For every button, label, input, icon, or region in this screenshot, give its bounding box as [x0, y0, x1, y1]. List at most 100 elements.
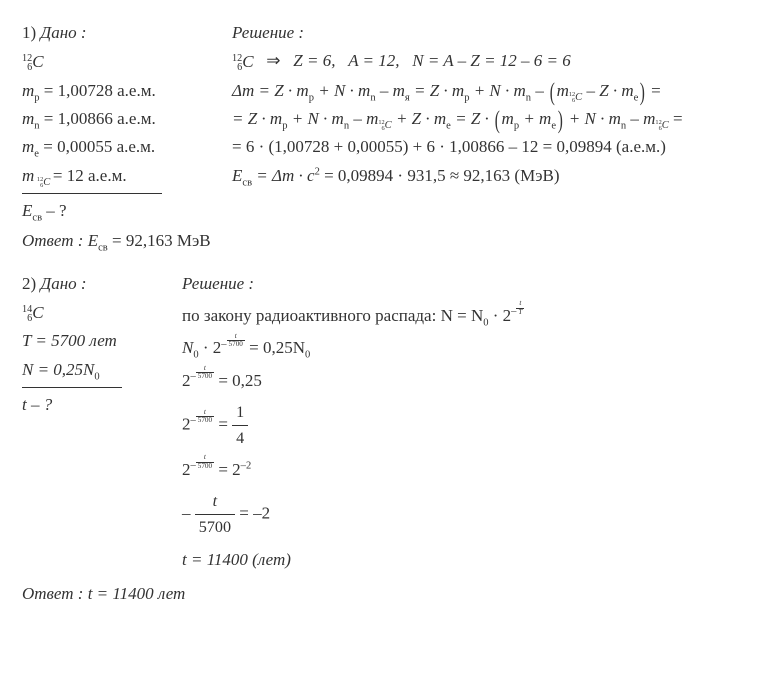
l5e: = 0,09894 · 931,5 ≈ 92,163 (МэВ) [324, 166, 559, 185]
p1-solution-column: Решение : 126C ⇒ Z = 6, A = 12, N = A – … [232, 18, 740, 226]
l2l4: C [575, 92, 582, 103]
s2a: 2 [182, 371, 191, 390]
p2-law-dot: · 2 [493, 306, 511, 325]
p2-step3: 2–t5700 = 14 [182, 400, 740, 451]
l2i: + N · m [474, 81, 526, 100]
p2-Z: 6 [22, 314, 32, 323]
problem-1: 1) Дано : 126C mp = 1,00728 а.е.м. mn = … [22, 18, 740, 226]
l5a: E [232, 166, 242, 185]
mn-val: 1,00866 а.е.м. [58, 109, 156, 128]
f2b: 5700 [195, 515, 235, 540]
p1-sol-line1: 126C ⇒ Z = 6, A = 12, N = A – Z = 12 – 6… [232, 48, 740, 75]
ef3-b: 5700 [196, 417, 214, 424]
s1-arrow: ⇒ [266, 51, 280, 70]
mC-el: C [43, 177, 50, 188]
l3f: + Z · m [396, 109, 446, 128]
p2-step2: 2–t5700 = 0,25 [182, 368, 740, 394]
p2-given-heading: Дано : [40, 274, 86, 293]
p2-number: 2) [22, 274, 36, 293]
s1c: = 0,25N [249, 338, 305, 357]
p1-ans-sym: E [88, 231, 98, 250]
p1-number-and-given: 1) Дано : [22, 20, 192, 46]
f1t: 1 [232, 400, 248, 426]
p2-el: C [32, 303, 43, 322]
mC-sym: m [22, 166, 34, 185]
l3j: p [514, 120, 519, 131]
s1b: · 2 [203, 338, 221, 357]
p2-N: N = 0,25N0 [22, 357, 142, 383]
f1b: 4 [232, 426, 248, 451]
me-sym: m [22, 137, 34, 156]
mC-val: 12 а.е.м. [67, 166, 127, 185]
s5b: = –2 [239, 504, 270, 523]
s4b: = 2 [218, 460, 240, 479]
p1-solution-heading: Решение : [232, 20, 740, 46]
l2n: e [634, 92, 639, 103]
l5d: 2 [315, 166, 320, 177]
l3n: n [621, 120, 626, 131]
mp-sub: p [34, 92, 39, 103]
p1-el: C [32, 52, 43, 71]
l3g: e [446, 120, 451, 131]
mn-sub: n [34, 120, 39, 131]
p2-ans-label: Ответ : [22, 584, 83, 603]
p1-mp: mp = 1,00728 а.е.м. [22, 78, 192, 104]
s1-Aval: A = 12, [348, 51, 399, 70]
s4c: –2 [241, 460, 252, 471]
p1-sol-line2: Δm = Z · mp + N · mn – mя = Z · mp + N ·… [232, 78, 740, 104]
l2c: + N · m [318, 81, 370, 100]
me-val: 0,00055 а.е.м. [57, 137, 155, 156]
p2-nuclide: 146C [22, 299, 142, 326]
l5b: св [242, 177, 252, 188]
l5c: = Δm · c [256, 166, 314, 185]
p1-ans-val: = 92,163 МэВ [112, 231, 211, 250]
l3o: – m [630, 109, 655, 128]
p1-divider [22, 193, 162, 194]
l2a: Δm = Z · m [232, 81, 309, 100]
s2b: = 0,25 [218, 371, 262, 390]
me-sub: e [34, 149, 39, 160]
p2-ans-val: t = 11400 лет [88, 584, 186, 603]
l3e: – m [353, 109, 378, 128]
p1-mC: m 126C = 12 а.е.м. [22, 163, 192, 189]
p1-ans-sub: св [98, 243, 108, 254]
p2-step6: t = 11400 (лет) [182, 547, 740, 573]
p1-sol-line3: = Z · mp + N · mn – m126C + Z · me = Z ·… [232, 106, 740, 132]
ef4-b: 5700 [196, 463, 214, 470]
l2j: n [526, 92, 531, 103]
l3c: + N · m [292, 109, 344, 128]
p2-number-and-given: 2) Дано : [22, 271, 142, 297]
problem-2: 2) Дано : 146C T = 5700 лет N = 0,25N0 t… [22, 269, 740, 579]
l3o4: C [662, 120, 669, 131]
mn-sym: m [22, 109, 34, 128]
s1-Zval: Z = 6, [293, 51, 335, 70]
p2-law: по закону радиоактивного распада: N = N0… [182, 303, 740, 329]
p1-sol-line4: = 6 · (1,00728 + 0,00055) + 6 · 1,00866 … [232, 134, 740, 160]
p1-mn: mn = 1,00866 а.е.м. [22, 106, 192, 132]
Ecb-sym: E [22, 201, 32, 220]
l2b: p [309, 92, 314, 103]
s1-Nval: N = A – Z = 12 – 6 = 6 [412, 51, 570, 70]
l3m: + N · m [569, 109, 621, 128]
l3b: p [282, 120, 287, 131]
ef1-b: 5700 [227, 341, 245, 348]
l3e4: C [385, 120, 392, 131]
f2t: t [195, 489, 235, 515]
p1-sol-line5: Eсв = Δm · c2 = 0,09894 · 931,5 ≈ 92,163… [232, 163, 740, 189]
l3i: m [502, 109, 514, 128]
s5a: – [182, 504, 195, 523]
Ecb-sub: св [32, 212, 42, 223]
p2-law-text: по закону радиоактивного распада: N = N [182, 306, 483, 325]
l3a: = Z · m [232, 109, 282, 128]
p1-unknown: Eсв – ? [22, 198, 192, 224]
p1-given-heading: Дано : [40, 23, 86, 42]
p2-step4: 2–t5700 = 2–2 [182, 457, 740, 483]
s3a: 2 [182, 414, 191, 433]
p1-given-column: 1) Дано : 126C mp = 1,00728 а.е.м. mn = … [22, 18, 192, 226]
ef2-b: 5700 [196, 373, 214, 380]
s1c2: 0 [305, 350, 310, 361]
s1a: N [182, 338, 193, 357]
l3k: + m [523, 109, 551, 128]
l3d: n [344, 120, 349, 131]
l3h: = Z · [455, 109, 493, 128]
